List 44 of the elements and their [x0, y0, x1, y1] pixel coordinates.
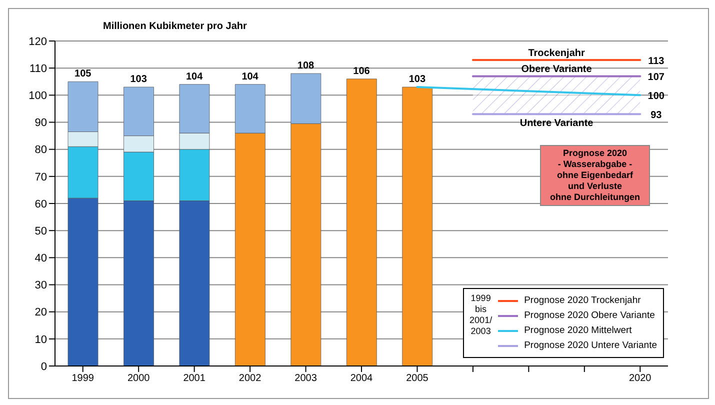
legend-label: Prognose 2020 Obere Variante [524, 310, 655, 321]
y-tick-label: 120 [28, 36, 47, 48]
data-label: 100 [648, 91, 665, 102]
bar [402, 86, 433, 366]
total-label: 103 [130, 74, 148, 86]
y-tick-label: 60 [34, 198, 47, 210]
x-tick-label: 2000 [127, 373, 150, 384]
y-tick-label: 50 [34, 225, 47, 238]
y-tick-label: 30 [34, 280, 47, 292]
note-box: Prognose 2020 - Wasserabgabe - ohne Eigenbedarf und Verluste ohne Durchleitungen [540, 145, 650, 206]
legend-label: Prognose 2020 Mittelwert [524, 325, 632, 336]
y-tick-label: 80 [34, 144, 47, 156]
x-tick-label: 2001 [183, 373, 206, 384]
y-tick-label: 20 [34, 306, 47, 319]
x-tick-label: 2002 [238, 373, 262, 384]
data-label: 113 [648, 56, 665, 67]
total-label: 104 [186, 71, 204, 82]
y-tick-label: 70 [34, 171, 47, 184]
y-tick-label: 90 [34, 117, 47, 130]
y-tick-label: 0 [40, 360, 47, 373]
legend-label: Prognose 2020 Trockenjahr [524, 295, 641, 306]
x-tick-label: 2004 [350, 373, 374, 384]
bar [346, 78, 377, 366]
y-axis-title: Millionen Kubikmeter pro Jahr [103, 21, 247, 32]
annotation: Trockenjahr [528, 48, 585, 59]
y-tick-label: 10 [34, 334, 47, 346]
x-tick-label: 2003 [294, 373, 318, 384]
data-label: 107 [648, 72, 665, 84]
total-label: 103 [408, 74, 426, 86]
annotation: Obere Variante [521, 64, 592, 76]
y-tick-label: 40 [34, 252, 47, 265]
annotation: 1999 bis 2001/ 2003 [470, 293, 492, 338]
x-tick-label: 1999 [72, 373, 94, 384]
x-tick-label: 2005 [406, 373, 429, 384]
data-label: 93 [650, 110, 662, 122]
total-label: 105 [74, 68, 92, 80]
total-label: 104 [242, 71, 259, 82]
y-tick-label: 110 [29, 62, 47, 75]
total-label: 106 [353, 66, 370, 77]
total-label: 108 [297, 60, 315, 72]
annotation: Untere Variante [520, 118, 594, 130]
x-tick-label: 2020 [629, 373, 652, 384]
legend-label: Prognose 2020 Untere Variante [524, 340, 657, 351]
y-tick-label: 100 [28, 90, 47, 102]
